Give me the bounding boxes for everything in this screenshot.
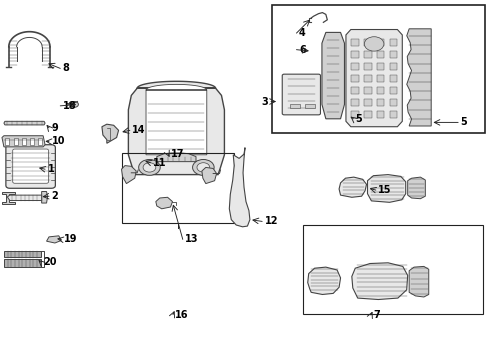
Text: 3: 3	[262, 96, 269, 107]
Bar	[364, 111, 371, 118]
Bar	[351, 63, 359, 71]
Polygon shape	[128, 81, 224, 175]
Text: 12: 12	[265, 216, 278, 226]
Circle shape	[143, 163, 156, 172]
Polygon shape	[408, 177, 425, 199]
Text: 9: 9	[51, 123, 58, 133]
Bar	[377, 51, 385, 58]
Bar	[290, 104, 300, 108]
Text: 2: 2	[51, 191, 58, 201]
Bar	[377, 99, 385, 107]
Bar	[364, 75, 371, 82]
Polygon shape	[407, 29, 431, 126]
Text: 18: 18	[63, 101, 76, 111]
Polygon shape	[122, 166, 136, 184]
Bar	[30, 138, 34, 145]
Polygon shape	[42, 192, 48, 203]
Circle shape	[71, 102, 78, 107]
Text: 16: 16	[175, 310, 189, 320]
Bar	[351, 51, 359, 58]
Circle shape	[197, 163, 210, 172]
Bar	[390, 51, 397, 58]
Bar	[377, 75, 385, 82]
Bar	[364, 63, 371, 71]
Polygon shape	[156, 197, 172, 209]
Circle shape	[364, 37, 384, 51]
Polygon shape	[368, 175, 406, 202]
Text: 17: 17	[171, 149, 184, 159]
Bar	[305, 104, 315, 108]
Text: 19: 19	[64, 234, 77, 244]
Bar	[4, 259, 41, 267]
Bar	[364, 99, 371, 107]
FancyBboxPatch shape	[282, 74, 320, 115]
Bar	[390, 111, 397, 118]
Bar	[351, 111, 359, 118]
Bar	[351, 39, 359, 46]
Bar	[4, 251, 41, 257]
Polygon shape	[346, 30, 402, 127]
Text: 10: 10	[51, 136, 65, 147]
Bar	[14, 138, 18, 145]
Bar	[377, 111, 385, 118]
Bar	[22, 138, 26, 145]
Polygon shape	[352, 263, 408, 300]
Text: 1: 1	[48, 164, 54, 174]
Polygon shape	[4, 121, 45, 125]
Bar	[122, 153, 234, 223]
FancyBboxPatch shape	[6, 145, 55, 188]
Text: 20: 20	[43, 257, 57, 267]
Text: 11: 11	[153, 158, 167, 168]
Text: 4: 4	[299, 28, 306, 38]
Bar	[351, 75, 359, 82]
Text: 5: 5	[461, 117, 467, 127]
Polygon shape	[102, 124, 119, 143]
Circle shape	[139, 159, 160, 175]
Bar	[351, 87, 359, 94]
Polygon shape	[7, 195, 47, 201]
Bar	[303, 225, 483, 314]
Bar	[377, 87, 385, 94]
Bar	[5, 138, 9, 145]
Circle shape	[193, 159, 214, 175]
Bar	[351, 99, 359, 107]
Text: 15: 15	[378, 185, 392, 195]
Polygon shape	[339, 177, 367, 197]
Text: 5: 5	[356, 114, 363, 124]
Bar	[272, 5, 485, 133]
Polygon shape	[322, 32, 344, 119]
Text: 6: 6	[299, 45, 306, 55]
Bar	[390, 87, 397, 94]
Text: 13: 13	[185, 234, 199, 244]
Bar	[364, 39, 371, 46]
Bar	[390, 63, 397, 71]
Polygon shape	[157, 153, 196, 162]
Bar	[390, 75, 397, 82]
Text: 8: 8	[63, 63, 70, 73]
Bar	[38, 138, 42, 145]
Bar	[364, 51, 371, 58]
Text: 14: 14	[132, 125, 146, 135]
Polygon shape	[2, 192, 15, 204]
FancyBboxPatch shape	[13, 149, 49, 183]
Polygon shape	[146, 84, 207, 155]
Polygon shape	[308, 267, 341, 294]
Bar	[377, 63, 385, 71]
Bar	[390, 39, 397, 46]
Polygon shape	[202, 167, 217, 184]
Polygon shape	[47, 236, 61, 243]
Bar	[377, 39, 385, 46]
Polygon shape	[409, 266, 429, 297]
Bar	[390, 99, 397, 107]
Polygon shape	[2, 136, 45, 147]
Text: 7: 7	[373, 310, 380, 320]
Polygon shape	[229, 148, 250, 227]
Bar	[364, 87, 371, 94]
